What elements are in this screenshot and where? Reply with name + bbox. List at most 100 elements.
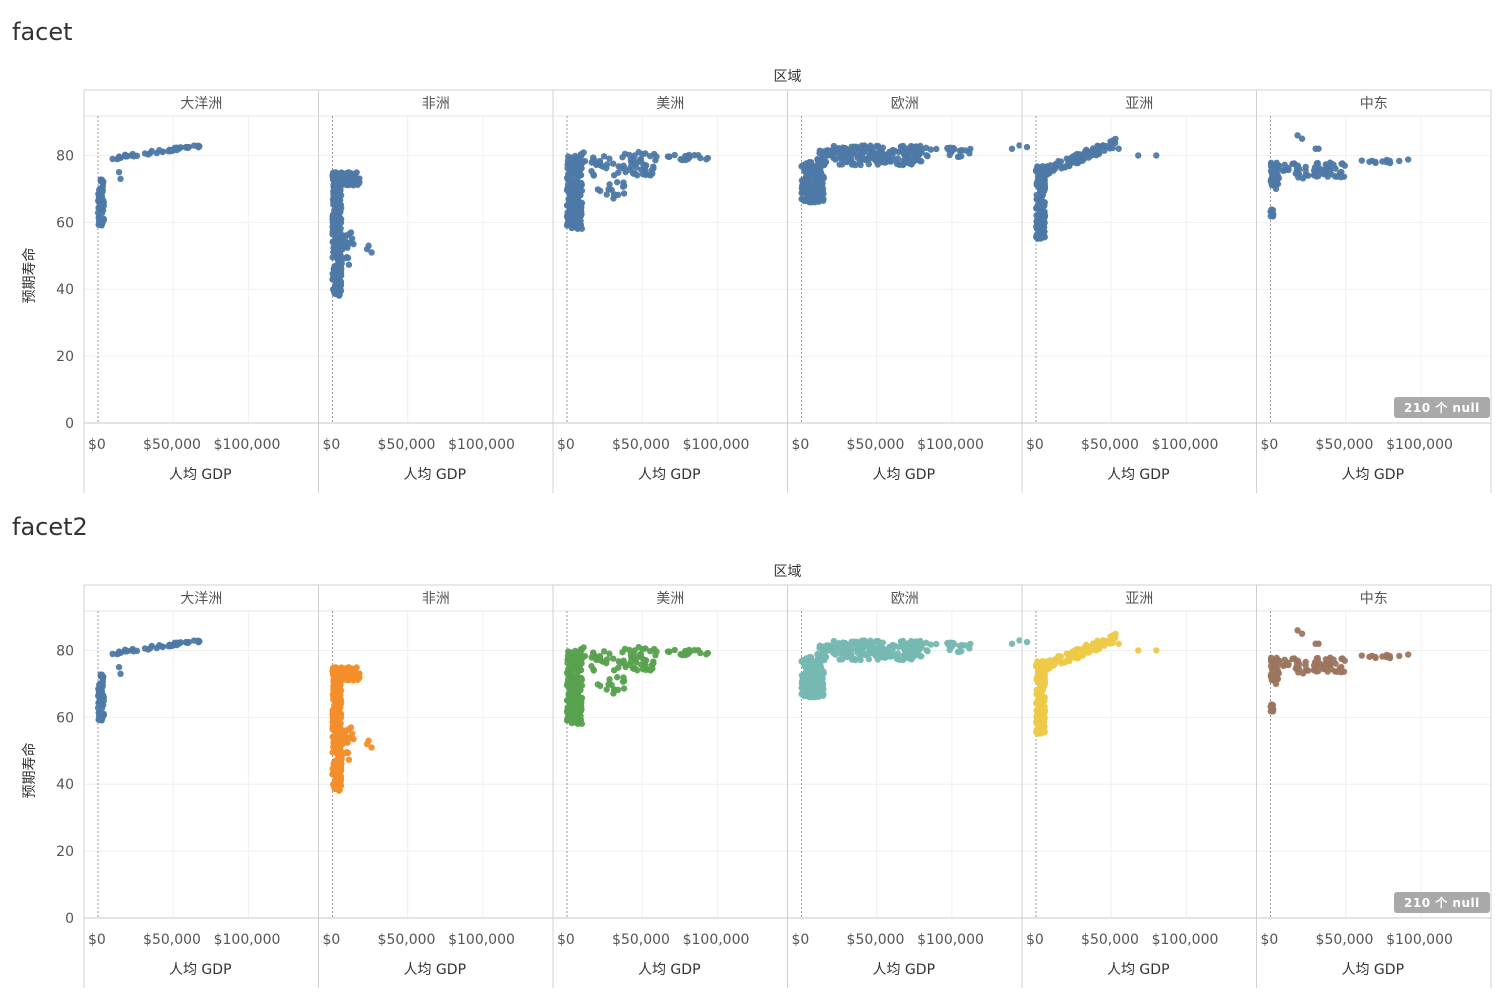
data-point [818,671,826,679]
y-tick-label: 40 [56,777,74,793]
data-point [129,150,136,158]
data-point [900,149,908,156]
data-point [97,185,104,193]
data-point [1101,642,1108,649]
data-point [1039,693,1046,701]
data-point [648,166,656,174]
data-point [576,665,583,672]
data-point [335,268,343,275]
null-count-badge[interactable]: 210 个 null [1394,892,1490,913]
data-point [1310,662,1318,669]
data-point [908,656,915,663]
data-point [813,667,821,674]
data-point [580,149,587,156]
data-point [1043,666,1051,673]
x-tick-label: $0 [1261,437,1279,453]
data-point [878,644,886,652]
data-point [573,658,580,665]
data-point [606,650,613,657]
data-point [336,284,344,292]
data-point [647,647,654,655]
data-point [806,186,813,193]
data-point [631,160,638,167]
data-point [647,152,654,160]
data-point [1041,703,1048,711]
data-point [1333,173,1340,180]
data-point [1041,728,1048,735]
scatter-series [1267,132,1412,220]
data-point [637,155,645,163]
data-point [573,191,580,199]
data-point [577,656,585,664]
data-point [843,146,850,154]
scatter-series [563,643,712,727]
data-point [575,223,583,230]
facet-label: 美洲 [656,96,684,112]
data-point [1153,152,1160,159]
data-point [812,686,819,693]
data-point [896,656,903,663]
data-point [933,640,940,648]
y-tick-label: 60 [56,710,74,726]
data-point [124,648,131,655]
data-point [1396,157,1403,165]
data-point [1055,652,1062,660]
data-point [1358,652,1365,659]
x-tick-label: $100,000 [683,932,750,948]
data-point [890,156,898,164]
data-point [600,648,608,655]
data-point [946,144,954,151]
data-point [148,642,155,650]
data-point [332,208,339,216]
data-point [329,173,337,181]
data-point [620,190,628,197]
data-point [895,148,902,156]
y-axis-title: 预期寿命 [21,743,38,799]
x-tick-label: $100,000 [1152,437,1219,453]
data-point [96,205,104,213]
data-point [918,158,925,165]
scatter-series [1032,630,1160,737]
x-tick-label: $0 [1026,437,1044,453]
data-point [1302,167,1309,174]
data-point [805,164,812,171]
data-point [1296,660,1303,668]
x-tick-label: $0 [1026,932,1044,948]
data-point [1333,668,1340,675]
data-point [1310,167,1318,174]
data-point [798,690,805,698]
facet-label: 中东 [1360,591,1388,607]
data-point [827,645,834,653]
null-count-badge[interactable]: 210 个 null [1394,397,1490,418]
data-point [1075,152,1082,159]
data-point [565,665,572,673]
data-point [335,204,343,211]
data-point [831,148,839,155]
data-point [338,260,345,267]
x-axis-title: 人均 GDP [1107,962,1170,978]
data-point [838,648,846,656]
data-point [1294,170,1301,178]
data-point [332,736,339,743]
data-point [365,737,372,744]
data-point [156,147,163,154]
data-point [1034,169,1042,177]
data-point [818,176,826,184]
data-point [1035,227,1042,234]
data-point [1109,639,1116,647]
data-point [347,229,355,236]
data-point [1298,135,1306,142]
data-point [686,649,693,656]
x-axis-title: 人均 GDP [872,962,935,978]
data-point [1294,627,1301,634]
data-point [703,156,710,163]
data-point [1058,660,1065,667]
data-point [336,196,344,204]
data-point [564,221,571,228]
data-point [329,215,336,223]
data-point [1153,647,1160,654]
data-point [564,214,571,222]
data-point [1034,163,1041,170]
x-tick-label: $50,000 [612,437,670,453]
data-point [1016,142,1023,149]
